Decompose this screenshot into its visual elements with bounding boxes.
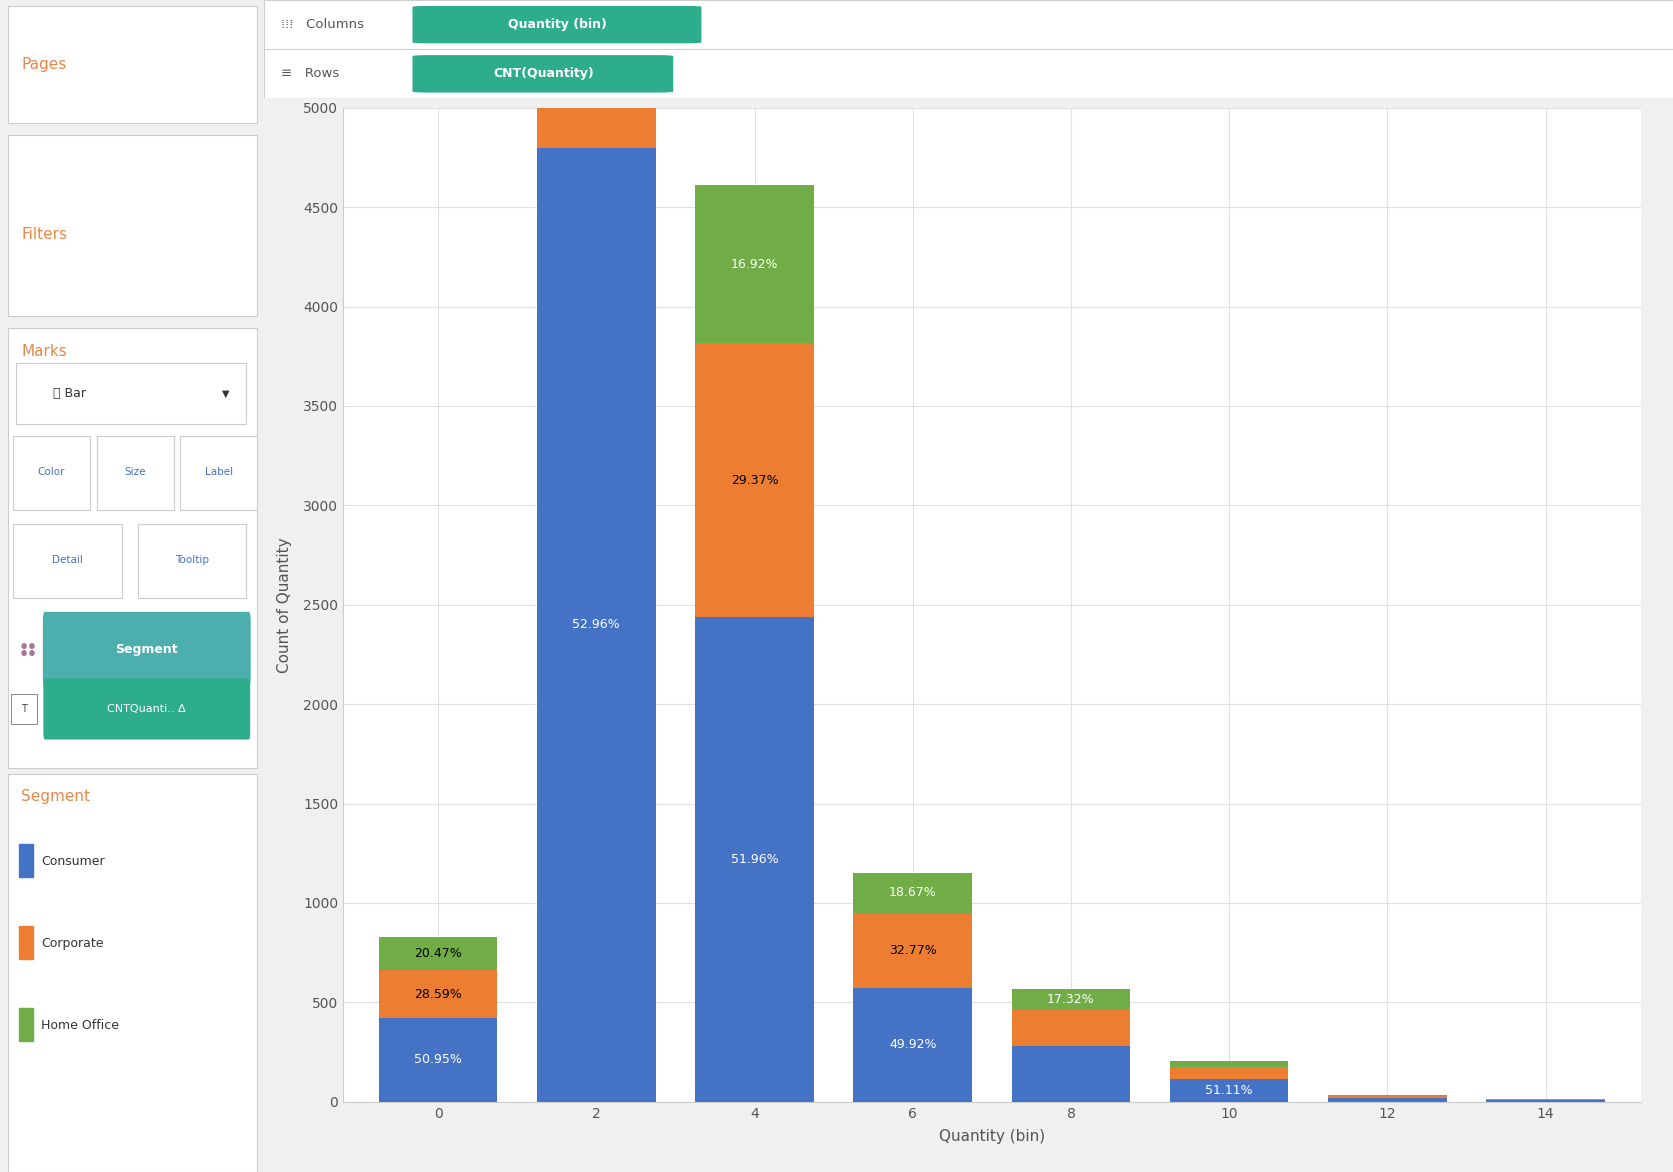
Text: Segment: Segment	[115, 642, 177, 656]
Bar	[694, 185, 813, 343]
Text: Color: Color	[38, 468, 65, 477]
FancyBboxPatch shape	[13, 436, 90, 510]
FancyBboxPatch shape	[8, 6, 256, 123]
FancyBboxPatch shape	[8, 135, 256, 316]
Bar	[694, 618, 813, 1102]
Bar	[18, 1008, 33, 1041]
Bar	[1010, 1045, 1129, 1102]
FancyBboxPatch shape	[43, 679, 249, 740]
Text: 51.11%: 51.11%	[1205, 1084, 1251, 1097]
Text: Detail: Detail	[52, 556, 84, 565]
Text: T: T	[22, 704, 27, 714]
Text: Segment: Segment	[22, 790, 90, 804]
Bar	[537, 0, 656, 148]
FancyBboxPatch shape	[264, 0, 1673, 49]
Text: Tooltip: Tooltip	[174, 556, 209, 565]
Bar	[1010, 989, 1129, 1009]
FancyBboxPatch shape	[412, 6, 701, 43]
Text: ≡   Rows: ≡ Rows	[281, 67, 340, 81]
Text: Home Office: Home Office	[40, 1018, 119, 1033]
Bar	[853, 873, 972, 913]
Bar	[18, 844, 33, 877]
FancyBboxPatch shape	[8, 328, 256, 768]
Bar	[378, 1017, 497, 1102]
FancyBboxPatch shape	[8, 774, 256, 1172]
Text: 20.47%: 20.47%	[413, 947, 462, 960]
Text: 16.92%: 16.92%	[731, 258, 778, 271]
Bar	[1010, 1009, 1129, 1045]
Bar	[1327, 1098, 1445, 1102]
Text: 51.96%: 51.96%	[731, 853, 778, 866]
Text: Quantity (bin): Quantity (bin)	[509, 18, 607, 32]
Bar	[1169, 1067, 1288, 1078]
FancyBboxPatch shape	[181, 436, 258, 510]
Text: 52.96%: 52.96%	[572, 618, 619, 632]
Text: Filters: Filters	[22, 227, 67, 241]
Bar	[1327, 1096, 1445, 1098]
Bar	[1169, 1078, 1288, 1102]
Text: Pages: Pages	[22, 57, 67, 71]
Text: 28.59%: 28.59%	[413, 988, 462, 1001]
Bar	[378, 970, 497, 1017]
FancyBboxPatch shape	[43, 612, 251, 687]
Bar	[1169, 1061, 1288, 1067]
Text: Size: Size	[124, 468, 146, 477]
X-axis label: Quantity (bin): Quantity (bin)	[939, 1129, 1044, 1144]
Text: Corporate: Corporate	[40, 936, 104, 950]
Text: ▼: ▼	[223, 389, 229, 398]
FancyBboxPatch shape	[264, 49, 1673, 98]
Text: CNT(Quantity): CNT(Quantity)	[494, 67, 594, 81]
Bar	[1486, 1101, 1604, 1102]
FancyBboxPatch shape	[15, 363, 246, 424]
Text: 18.67%: 18.67%	[888, 886, 937, 899]
FancyBboxPatch shape	[13, 524, 122, 598]
FancyBboxPatch shape	[412, 55, 673, 93]
Bar	[378, 936, 497, 970]
Y-axis label: Count of Quantity: Count of Quantity	[278, 537, 291, 673]
Text: CNTQuanti.. Δ: CNTQuanti.. Δ	[107, 704, 186, 714]
FancyBboxPatch shape	[137, 524, 246, 598]
Bar	[18, 926, 33, 959]
Bar	[853, 988, 972, 1102]
Text: 50.95%: 50.95%	[413, 1054, 462, 1067]
Text: ⁞⁞⁞   Columns: ⁞⁞⁞ Columns	[281, 18, 365, 32]
Text: Marks: Marks	[22, 345, 67, 359]
Text: 17.32%: 17.32%	[1047, 993, 1094, 1006]
Bar	[853, 913, 972, 988]
Bar	[694, 343, 813, 618]
Text: Consumer: Consumer	[40, 854, 104, 868]
Text: 29.37%: 29.37%	[731, 473, 778, 486]
Text: Label: Label	[204, 468, 233, 477]
Bar	[537, 148, 656, 1102]
FancyBboxPatch shape	[97, 436, 174, 510]
Text: ⬤ ⬤
⬤ ⬤: ⬤ ⬤ ⬤ ⬤	[22, 642, 35, 656]
Text: 49.92%: 49.92%	[888, 1038, 935, 1051]
Text: 32.77%: 32.77%	[888, 943, 937, 956]
Text: 𝄎 Bar: 𝄎 Bar	[54, 387, 85, 401]
